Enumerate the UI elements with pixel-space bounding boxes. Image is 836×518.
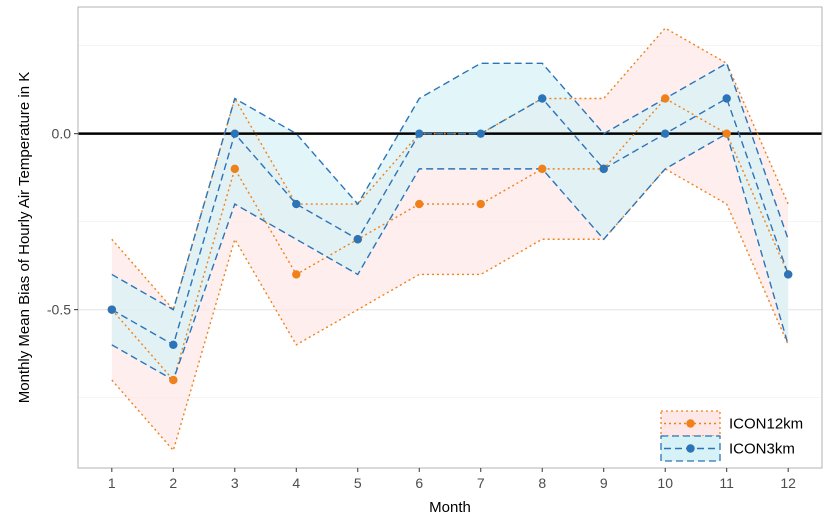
x-tick-label: 6	[415, 475, 423, 491]
point-icon12km	[722, 129, 731, 138]
point-icon12km	[415, 199, 424, 209]
point-icon3km	[599, 164, 608, 174]
x-tick-label: 9	[600, 475, 608, 491]
band-fill-icon3km	[111, 63, 789, 381]
band-lower-line-icon3km	[111, 132, 789, 382]
x-tick-label: 2	[169, 475, 177, 491]
x-tick-label: 4	[292, 475, 300, 491]
x-tick-label: 12	[780, 475, 796, 491]
legend: ICON12km ICON3km	[660, 410, 803, 462]
legend-dot-icon12km	[686, 419, 695, 428]
point-icon12km	[538, 164, 547, 174]
x-tick-label: 7	[477, 475, 485, 491]
point-icon3km	[292, 199, 301, 209]
mean-line-icon3km	[111, 97, 789, 346]
series-points	[107, 94, 793, 385]
x-tick-label: 1	[108, 475, 116, 491]
band-upper-line-icon3km	[111, 62, 789, 311]
point-icon3km	[230, 129, 239, 138]
point-icon3km	[107, 305, 117, 314]
legend-item-icon12km: ICON12km	[660, 410, 803, 437]
point-icon3km	[783, 270, 793, 279]
point-icon3km	[169, 340, 178, 350]
y-tick-label: 0.0	[52, 126, 72, 142]
point-icon12km	[476, 199, 485, 209]
point-icon12km	[169, 375, 178, 385]
x-tick-label: 5	[354, 475, 362, 491]
legend-dot-icon3km	[686, 444, 695, 453]
legend-label-icon3km: ICON3km	[729, 441, 795, 458]
legend-item-icon3km: ICON3km	[660, 435, 795, 462]
legend-label-icon12km: ICON12km	[729, 416, 803, 433]
band-lower-line-icon12km	[111, 167, 789, 452]
point-icon3km	[415, 129, 424, 138]
series-lines	[111, 27, 789, 452]
mean-line-icon12km	[111, 97, 789, 382]
point-icon3km	[353, 235, 362, 244]
x-tick-label: 3	[231, 475, 239, 491]
point-icon3km	[661, 129, 670, 138]
x-tick-label: 11	[719, 475, 734, 491]
point-icon12km	[661, 94, 670, 103]
uncertainty-bands	[111, 28, 789, 451]
x-axis-ticks: 1 2 3 4 5 6 7 8 9 10 11 12	[108, 468, 796, 491]
x-tick-label: 8	[538, 475, 546, 491]
y-axis-title: Monthly Mean Bias of Hourly Air Temperat…	[16, 72, 33, 404]
x-axis-title: Month	[429, 499, 471, 516]
x-tick-label: 10	[657, 475, 673, 491]
point-icon3km	[538, 94, 547, 103]
point-icon3km	[722, 94, 731, 103]
point-icon12km	[292, 270, 301, 279]
y-axis-ticks: 0.0 -0.5	[47, 126, 78, 318]
plot-panel-border	[77, 6, 823, 469]
point-icon12km	[230, 164, 239, 174]
point-icon3km	[476, 129, 485, 138]
y-tick-label: -0.5	[47, 302, 71, 318]
